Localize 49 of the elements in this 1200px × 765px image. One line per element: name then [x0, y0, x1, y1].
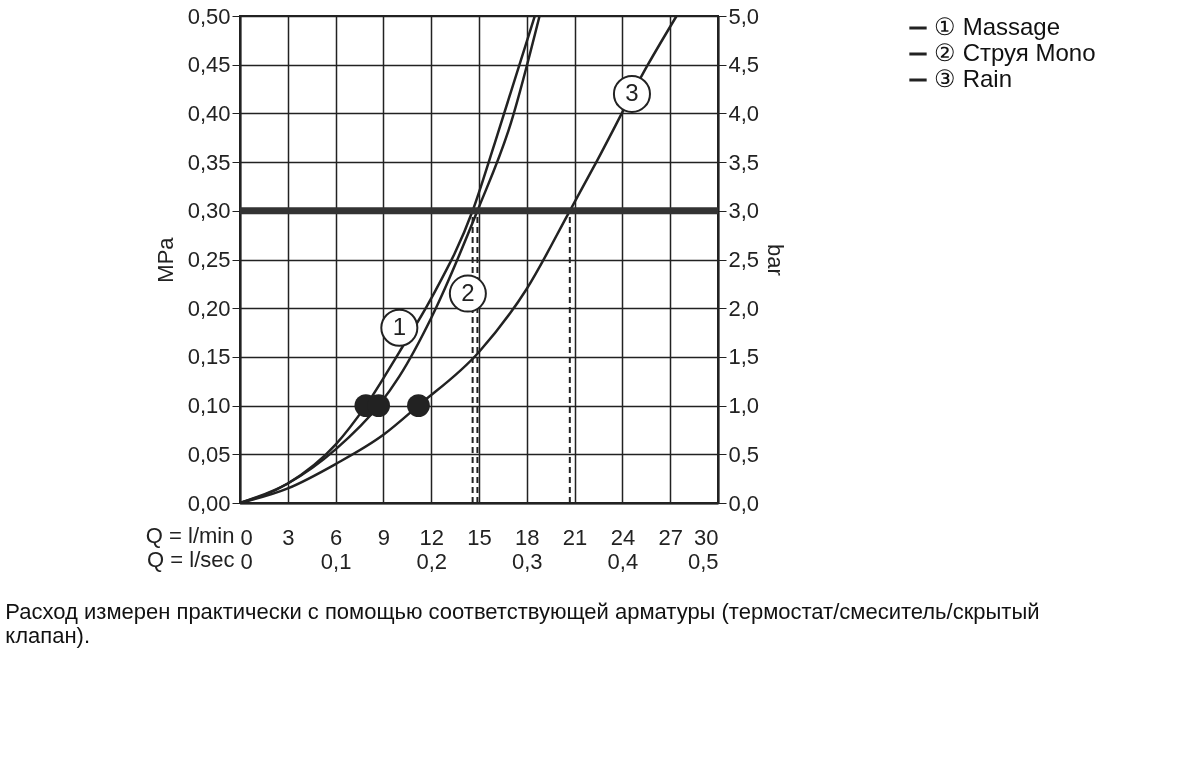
y-tick-label: 0,05 [187, 441, 231, 467]
y2-tick-label: 1,5 [728, 344, 760, 370]
y-axis-title: MPa [152, 236, 178, 283]
y2-tick-label: 2,5 [728, 247, 760, 272]
x-tick-label: 24 [610, 524, 636, 550]
y2-tick-label: 0,5 [728, 441, 760, 467]
annotation: 2 [461, 278, 475, 306]
y-tick-label: 0,35 [187, 149, 231, 175]
y-tick-label: 0,25 [187, 247, 231, 272]
y-tick-label: 0,40 [187, 100, 231, 126]
x2-tick-label: 0,1 [320, 548, 352, 574]
x-tick-label: 30 [694, 524, 719, 550]
x-tick-label: 21 [562, 524, 588, 550]
y2-tick-label: 1,0 [728, 393, 760, 419]
y-tick-label: 0,45 [187, 52, 231, 78]
x-tick-label: 6 [329, 524, 343, 550]
y2-tick-label: 2,0 [728, 295, 760, 321]
legend-label: ③ Rain [934, 65, 1013, 92]
y-tick-label: 0,30 [187, 198, 231, 224]
y-tick-label: 0,00 [187, 490, 231, 516]
y-tick-label: 0,50 [187, 3, 231, 29]
y2-tick-label: 4,0 [728, 100, 760, 126]
legend-label: ① Massage [934, 13, 1061, 40]
legend-label: ② Струя Mono [934, 39, 1096, 66]
x2-tick-label: 0,2 [416, 548, 447, 574]
y2-tick-label: 5,0 [728, 3, 760, 29]
x2-tick-label: 0,3 [512, 548, 543, 574]
x-tick-label: 9 [377, 524, 391, 550]
y2-axis-title: bar [763, 244, 789, 276]
y2-tick-label: 4,5 [728, 52, 760, 78]
y2-tick-label: 3,5 [728, 149, 760, 175]
x-tick-label: 15 [467, 524, 492, 550]
x-tick-label: 27 [658, 524, 683, 550]
y-tick-label: 0,20 [187, 295, 231, 321]
x-tick-label: 12 [419, 524, 444, 550]
x2-tick-label: 0 [240, 548, 253, 574]
x2-tick-label: 0,5 [687, 548, 719, 574]
text: Расход измерен практически с помощью соответствующей арматуры (термостат/смеситель/скрытый клапан). [5, 599, 1040, 648]
x-tick-label: 0 [240, 524, 253, 550]
y2-tick-label: 3,0 [728, 198, 760, 224]
x2-tick-label: 0,4 [607, 548, 639, 574]
x-tick-label: 3 [282, 524, 295, 550]
y-tick-label: 0,15 [187, 344, 231, 370]
x-axis-title: Q = l/min [145, 522, 235, 548]
annotation: 3 [625, 78, 639, 106]
y-tick-label: 0,10 [187, 393, 231, 419]
x-tick-label: 18 [515, 524, 540, 550]
annotation: 1 [392, 312, 407, 340]
y2-tick-label: 0,0 [728, 490, 760, 516]
